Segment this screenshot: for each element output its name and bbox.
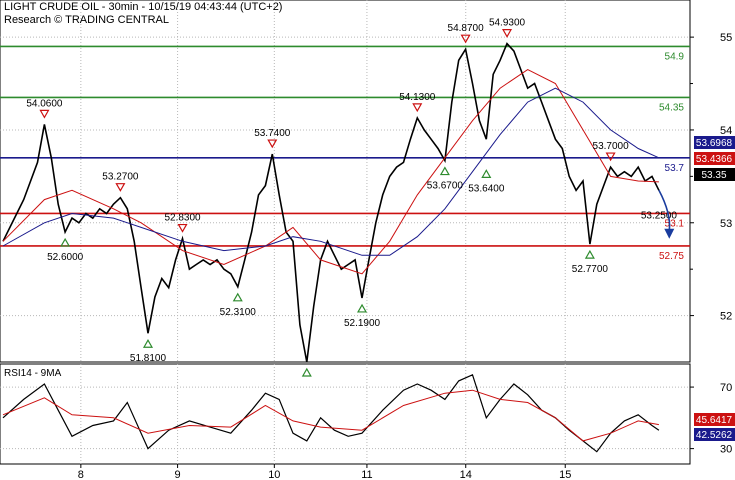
value-tag-bg xyxy=(694,168,735,181)
high-label: 54.8700 xyxy=(448,23,485,34)
high-marker xyxy=(39,109,50,119)
high-label: 54.9300 xyxy=(489,18,526,29)
low-marker xyxy=(232,292,243,302)
rsi-panel-frame xyxy=(0,363,691,465)
price-panel: 52 53 54 55 54.9 54.35 53.7 53.1 52.75 54.0600 52.… xyxy=(0,0,735,377)
high-marker xyxy=(501,29,513,38)
low-marker xyxy=(584,249,595,259)
rsi-title: RSI14 - 9MA xyxy=(4,368,62,379)
high-marker xyxy=(177,223,188,233)
level-label: 53.1 xyxy=(665,218,685,229)
chart-title: LIGHT CRUDE OIL - 30min - 10/15/19 04:43… xyxy=(4,1,283,13)
x-tick-label: 14 xyxy=(460,469,472,480)
x-tick-label: 11 xyxy=(361,469,372,480)
rsi-line xyxy=(2,373,660,453)
value-tag-label: 53.35 xyxy=(701,170,726,181)
level-label: 53.7 xyxy=(665,163,685,174)
value-tag-label: 53.6968 xyxy=(696,138,733,149)
value-tag-bg xyxy=(694,152,735,165)
low-label: 53.6400 xyxy=(468,183,505,194)
high-marker xyxy=(267,139,278,149)
ma-fast-line xyxy=(2,69,659,275)
forecast-arrow-head xyxy=(664,228,675,239)
forecast-arrow-line xyxy=(658,189,671,231)
level-label: 54.9 xyxy=(665,51,685,62)
low-label: 51.8100 xyxy=(130,353,167,364)
rsi-y-tick-label: 70 xyxy=(720,382,732,394)
high-marker xyxy=(605,152,616,162)
low-marker xyxy=(60,237,71,247)
low-marker xyxy=(481,169,492,178)
rsi-value-tag-label: 45.6417 xyxy=(696,415,733,426)
high-label: 54.0600 xyxy=(26,98,63,109)
level-label: 54.35 xyxy=(659,102,684,113)
price-panel-frame xyxy=(0,0,691,363)
x-tick-label: 15 xyxy=(559,469,571,480)
rsi-value-tag-bg xyxy=(694,413,735,426)
value-tag-bg xyxy=(694,136,735,149)
y-tick-label: 53 xyxy=(720,218,732,230)
rsi-value-tag-label: 42.5262 xyxy=(696,430,733,441)
low-marker xyxy=(439,166,450,176)
x-tick-label: 8 xyxy=(78,469,84,480)
low-label: 52.7700 xyxy=(572,264,609,275)
high-marker xyxy=(115,183,126,192)
y-tick-label: 52 xyxy=(720,311,732,323)
rsi-ma-line xyxy=(2,389,659,442)
level-label: 52.75 xyxy=(659,251,684,262)
high-marker xyxy=(412,103,423,113)
low-label: 52.3100 xyxy=(220,307,257,318)
chart-source: Research © TRADING CENTRAL xyxy=(4,14,169,26)
x-axis: 8 9 10 11 14 15 xyxy=(78,464,571,480)
high-label: 52.8300 xyxy=(164,213,201,224)
y-tick-label: 54 xyxy=(720,125,732,137)
rsi-panel: 30 70 45.6417 42.5262 xyxy=(0,363,735,465)
note-label: 53.2500 xyxy=(641,210,678,221)
rsi-y-tick-label: 30 xyxy=(720,444,732,456)
y-tick-label: 55 xyxy=(720,32,732,44)
price-series-line xyxy=(2,42,660,363)
ma-slow-line xyxy=(2,87,660,256)
rsi-value-tag-bg xyxy=(694,428,735,441)
low-marker xyxy=(357,303,368,313)
high-marker xyxy=(460,34,471,44)
low-label: 52.1900 xyxy=(344,318,381,329)
x-tick-label: 9 xyxy=(175,469,181,480)
low-marker xyxy=(301,367,312,377)
low-marker xyxy=(142,339,154,348)
high-label: 53.2700 xyxy=(102,172,139,183)
high-label: 54.1300 xyxy=(399,92,436,103)
high-label: 53.7000 xyxy=(593,141,630,152)
x-tick-label: 10 xyxy=(268,469,280,480)
low-label: 52.6000 xyxy=(47,252,84,263)
low-label: 53.6700 xyxy=(427,181,464,192)
high-label: 53.7400 xyxy=(254,128,291,139)
value-tag-label: 53.4366 xyxy=(696,154,733,165)
